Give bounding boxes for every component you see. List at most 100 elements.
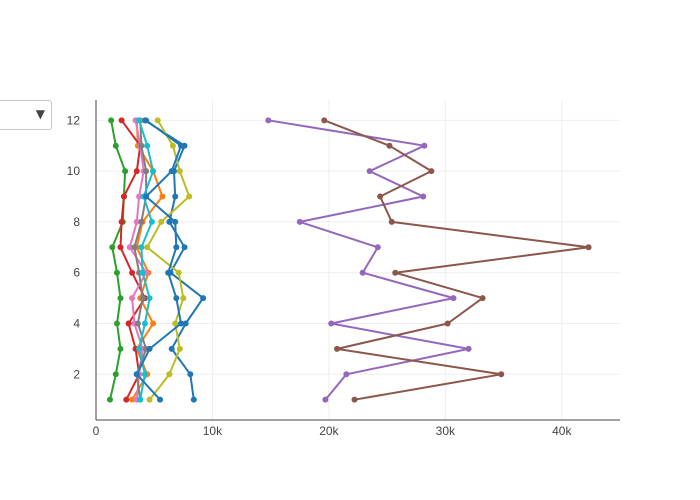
data-point[interactable] bbox=[144, 244, 151, 251]
data-point[interactable] bbox=[172, 193, 179, 200]
data-point[interactable] bbox=[118, 218, 125, 225]
data-point[interactable] bbox=[118, 117, 125, 124]
data-point[interactable] bbox=[190, 396, 197, 403]
data-point[interactable] bbox=[117, 295, 124, 302]
data-point[interactable] bbox=[450, 295, 457, 302]
data-point[interactable] bbox=[374, 244, 381, 251]
data-point[interactable] bbox=[168, 345, 175, 352]
data-point[interactable] bbox=[129, 396, 136, 403]
data-point[interactable] bbox=[392, 269, 399, 276]
data-point[interactable] bbox=[386, 142, 393, 149]
data-point[interactable] bbox=[125, 320, 132, 327]
data-point[interactable] bbox=[139, 269, 146, 276]
data-point[interactable] bbox=[146, 396, 153, 403]
series-line[interactable] bbox=[138, 119, 155, 400]
data-point[interactable] bbox=[173, 244, 180, 251]
data-point[interactable] bbox=[176, 345, 183, 352]
data-point[interactable] bbox=[322, 396, 329, 403]
data-point[interactable] bbox=[366, 168, 373, 175]
data-point[interactable] bbox=[166, 218, 173, 225]
data-point[interactable] bbox=[176, 168, 183, 175]
data-point[interactable] bbox=[173, 295, 180, 302]
data-point[interactable] bbox=[122, 168, 129, 175]
data-point[interactable] bbox=[178, 142, 185, 149]
series-line[interactable] bbox=[119, 119, 146, 401]
data-point[interactable] bbox=[479, 295, 486, 302]
data-point[interactable] bbox=[359, 269, 366, 276]
data-point[interactable] bbox=[187, 371, 194, 378]
data-point[interactable] bbox=[138, 244, 145, 251]
data-point[interactable] bbox=[146, 345, 153, 352]
data-point[interactable] bbox=[175, 269, 182, 276]
data-point[interactable] bbox=[131, 244, 138, 251]
data-point[interactable] bbox=[136, 117, 143, 124]
data-point[interactable] bbox=[146, 295, 153, 302]
data-point[interactable] bbox=[109, 244, 116, 251]
data-point[interactable] bbox=[465, 345, 472, 352]
data-point[interactable] bbox=[143, 193, 150, 200]
data-point[interactable] bbox=[172, 320, 179, 327]
data-point[interactable] bbox=[143, 168, 150, 175]
data-point[interactable] bbox=[180, 295, 187, 302]
data-point[interactable] bbox=[200, 295, 207, 302]
data-point[interactable] bbox=[351, 396, 358, 403]
data-point[interactable] bbox=[166, 371, 173, 378]
series-line[interactable] bbox=[146, 119, 191, 401]
series-line[interactable] bbox=[135, 119, 182, 401]
data-point[interactable] bbox=[120, 193, 127, 200]
data-point[interactable] bbox=[129, 295, 136, 302]
series-line[interactable] bbox=[133, 120, 148, 400]
data-point[interactable] bbox=[328, 320, 335, 327]
data-point[interactable] bbox=[585, 244, 592, 251]
data-point[interactable] bbox=[265, 117, 272, 124]
data-point[interactable] bbox=[141, 371, 148, 378]
data-point[interactable] bbox=[388, 218, 395, 225]
data-point[interactable] bbox=[144, 142, 151, 149]
data-point[interactable] bbox=[148, 218, 155, 225]
data-point[interactable] bbox=[113, 320, 120, 327]
data-point[interactable] bbox=[321, 117, 328, 124]
data-point[interactable] bbox=[134, 320, 141, 327]
data-point[interactable] bbox=[182, 320, 189, 327]
series-line[interactable] bbox=[323, 119, 590, 401]
data-point[interactable] bbox=[126, 244, 133, 251]
data-point[interactable] bbox=[168, 168, 175, 175]
data-point[interactable] bbox=[334, 345, 341, 352]
data-point[interactable] bbox=[138, 142, 145, 149]
data-point[interactable] bbox=[123, 396, 130, 403]
data-point[interactable] bbox=[181, 244, 188, 251]
data-point[interactable] bbox=[165, 269, 172, 276]
data-point[interactable] bbox=[138, 218, 145, 225]
data-point[interactable] bbox=[137, 396, 144, 403]
series-line[interactable] bbox=[128, 120, 148, 400]
data-point[interactable] bbox=[108, 117, 115, 124]
data-point[interactable] bbox=[296, 218, 303, 225]
data-point[interactable] bbox=[133, 218, 140, 225]
data-point[interactable] bbox=[428, 168, 435, 175]
data-point[interactable] bbox=[150, 168, 157, 175]
data-point[interactable] bbox=[113, 269, 120, 276]
series-line[interactable] bbox=[109, 120, 127, 400]
data-point[interactable] bbox=[178, 320, 185, 327]
data-point[interactable] bbox=[343, 371, 350, 378]
trace-dropdown[interactable]: ▼ bbox=[0, 100, 52, 130]
data-point[interactable] bbox=[172, 218, 179, 225]
data-point[interactable] bbox=[136, 193, 143, 200]
data-point[interactable] bbox=[186, 193, 193, 200]
data-point[interactable] bbox=[133, 168, 140, 175]
series-line[interactable] bbox=[268, 119, 470, 401]
data-point[interactable] bbox=[139, 295, 146, 302]
data-point[interactable] bbox=[150, 320, 157, 327]
data-point[interactable] bbox=[143, 117, 150, 124]
series-line[interactable] bbox=[144, 119, 205, 400]
data-point[interactable] bbox=[106, 396, 113, 403]
data-point[interactable] bbox=[136, 345, 143, 352]
data-point[interactable] bbox=[159, 193, 166, 200]
data-point[interactable] bbox=[169, 142, 176, 149]
data-point[interactable] bbox=[421, 142, 428, 149]
data-point[interactable] bbox=[420, 193, 427, 200]
data-point[interactable] bbox=[444, 320, 451, 327]
data-point[interactable] bbox=[112, 142, 119, 149]
data-point[interactable] bbox=[112, 371, 119, 378]
data-point[interactable] bbox=[129, 269, 136, 276]
